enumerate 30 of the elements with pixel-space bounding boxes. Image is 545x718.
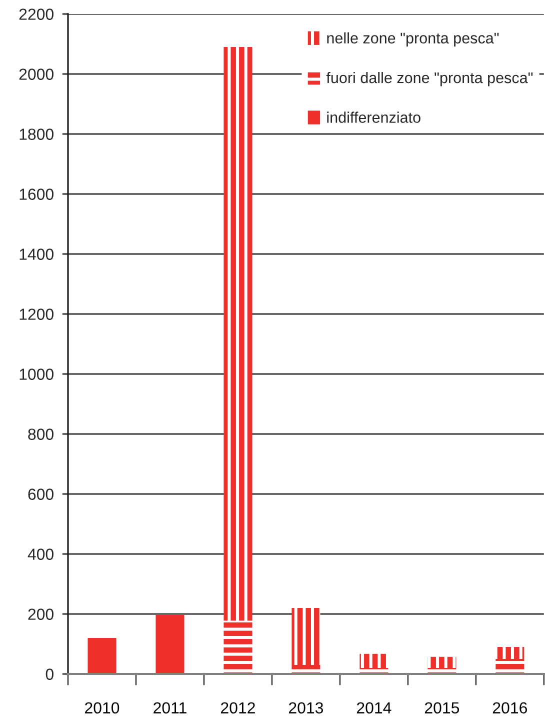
y-tick-label: 200 [28, 608, 54, 620]
y-tick-label: 0 [46, 668, 54, 680]
bar [224, 47, 252, 621]
bar [292, 608, 320, 665]
x-tick-label: 2013 [288, 702, 324, 714]
x-tick-label: 2014 [356, 702, 392, 714]
y-tick-label: 1400 [20, 248, 54, 260]
x-tick-label: 2015 [424, 702, 460, 714]
y-tick-label: 2200 [19, 8, 54, 20]
y-tick-label: 1600 [20, 188, 54, 200]
x-tick-label: 2010 [85, 702, 120, 714]
legend-label: nelle zone "pronta pesca" [327, 32, 499, 47]
legend-label: indifferenziato [327, 112, 420, 123]
y-tick-label: 800 [28, 428, 54, 440]
bar [496, 659, 524, 674]
bar [428, 656, 456, 668]
y-tick-label: 1000 [20, 368, 54, 380]
x-tick-label: 2016 [492, 702, 527, 714]
legend-label: fuori dalle zone "pronta pesca" [326, 72, 533, 86]
y-tick-label: 1200 [20, 308, 54, 320]
x-tick-label: 2012 [221, 702, 255, 714]
y-tick-label: 1800 [20, 128, 54, 140]
y-tick-label: 400 [28, 548, 54, 560]
bar [88, 638, 116, 674]
bar [224, 620, 252, 674]
bar [496, 647, 524, 659]
y-tick-label: 600 [28, 488, 54, 500]
x-tick-label: 2011 [154, 702, 186, 714]
bar [156, 614, 184, 674]
y-tick-label: 2000 [19, 68, 54, 80]
